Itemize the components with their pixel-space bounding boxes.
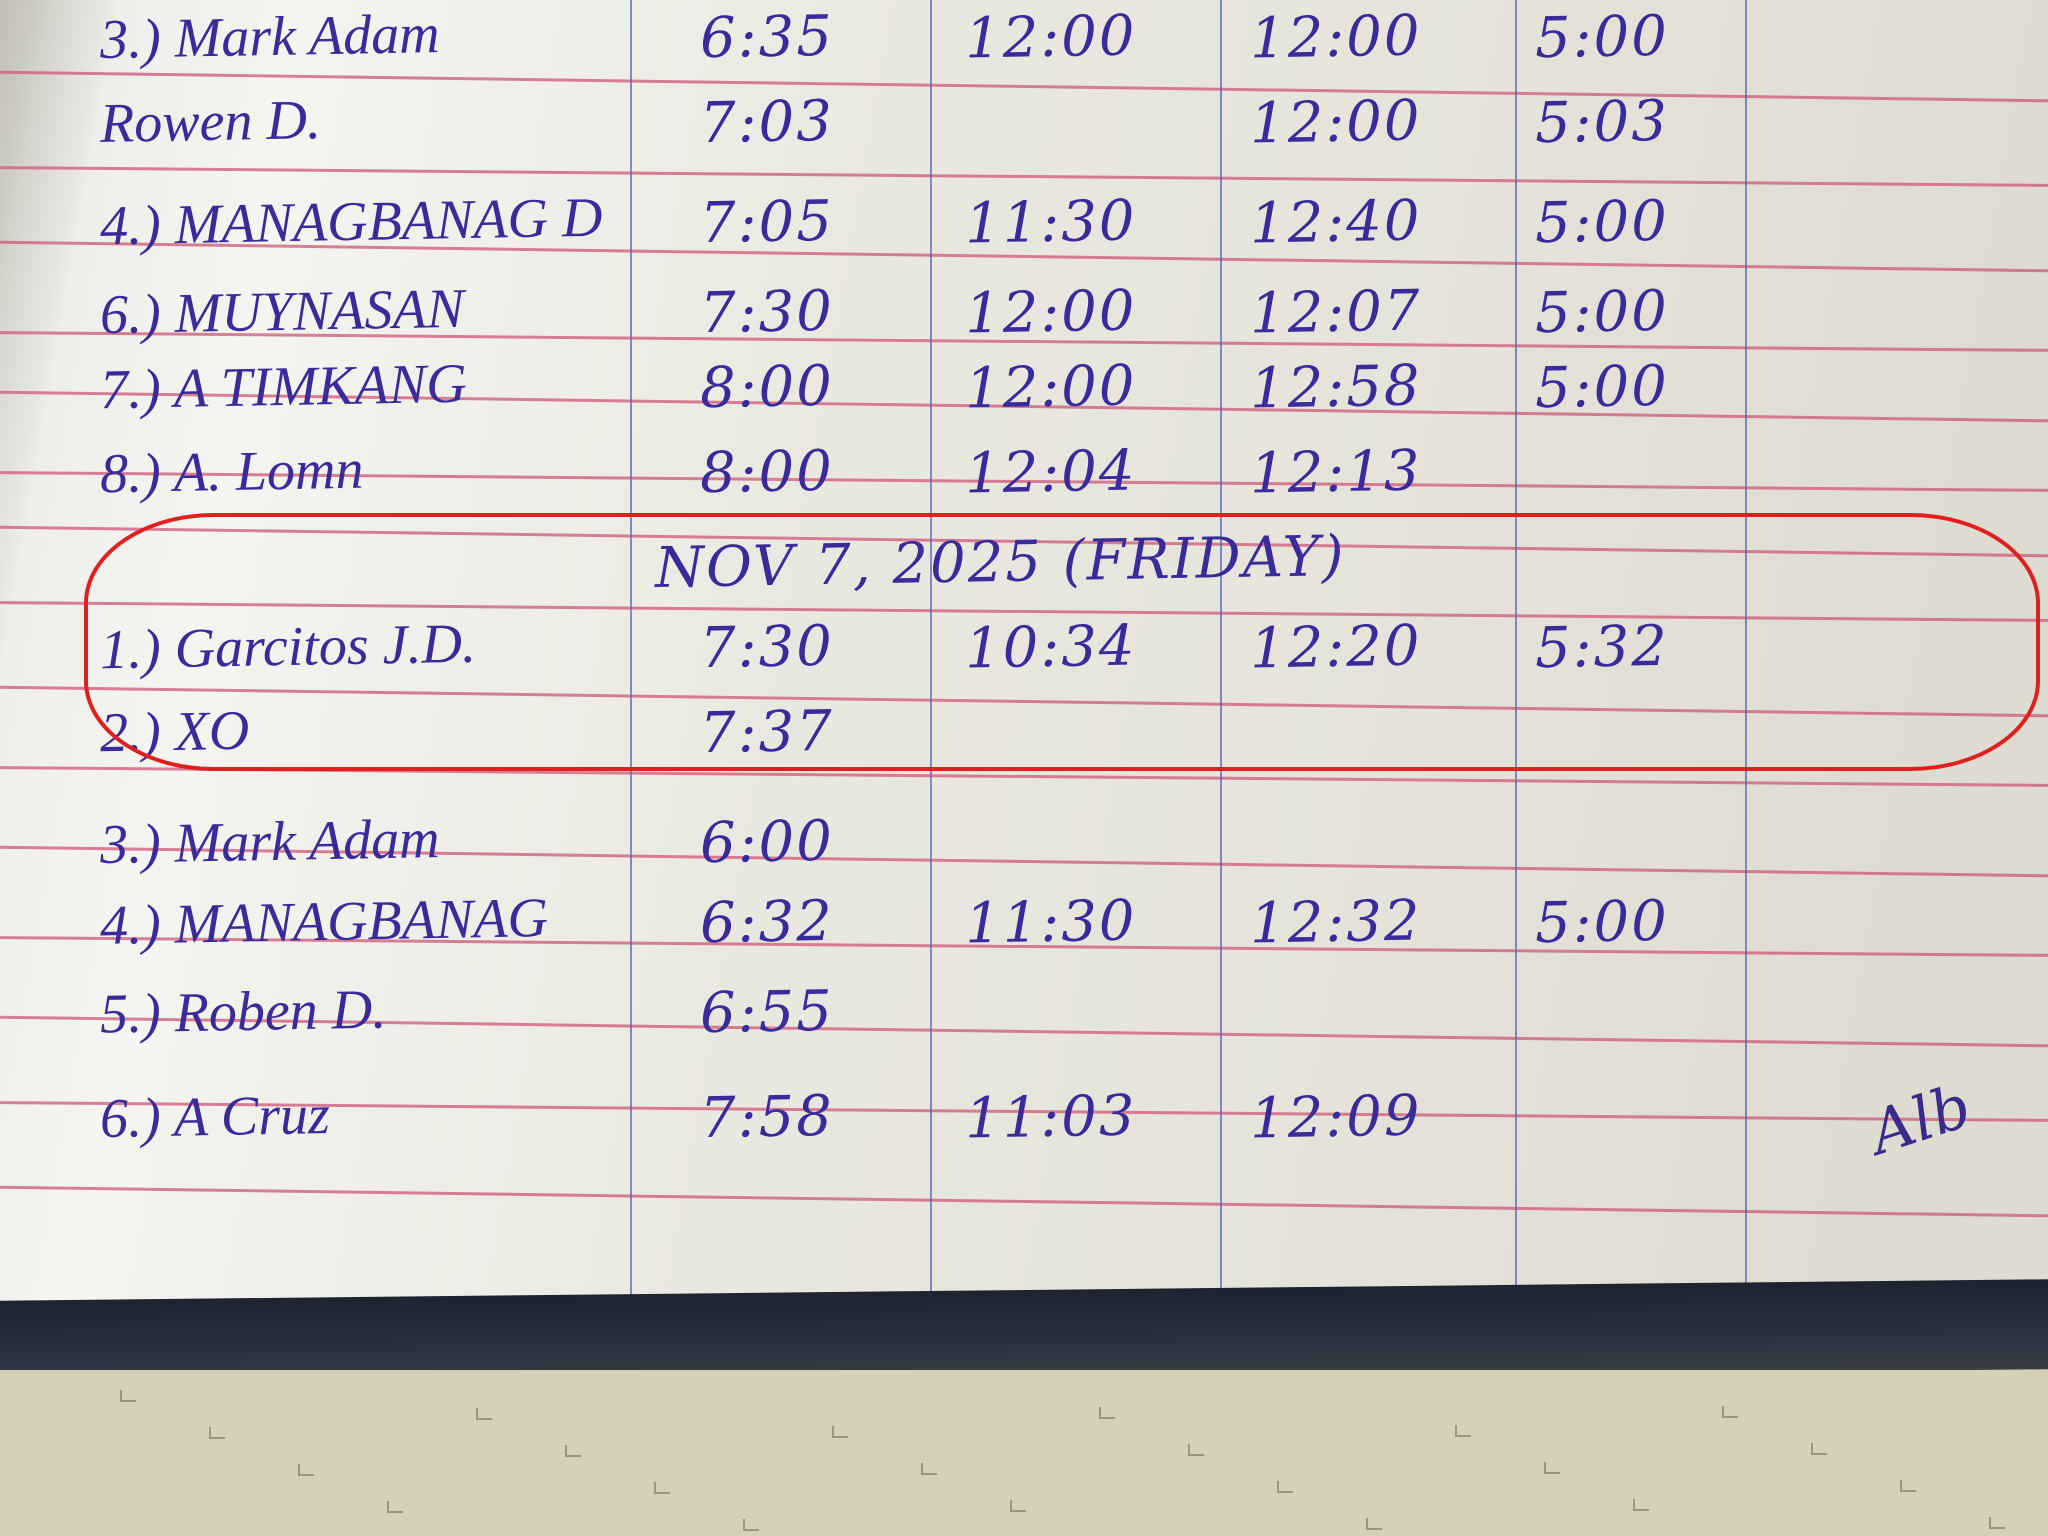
handwritten-entry: 12:00 (964, 353, 1137, 422)
surface-mark (832, 1426, 848, 1438)
table-surface (0, 1370, 2048, 1536)
handwritten-entry: 6:35 (699, 3, 835, 72)
handwritten-entry: 11:30 (964, 888, 1137, 957)
handwritten-entry: 6:00 (699, 808, 835, 877)
surface-mark (1099, 1407, 1115, 1419)
handwritten-entry: Alb (1861, 1071, 1980, 1169)
handwritten-entry: 12:13 (1249, 438, 1422, 507)
handwritten-entry: 8:00 (699, 353, 835, 422)
surface-mark (565, 1445, 581, 1457)
handwritten-entry: 6:32 (699, 888, 835, 957)
column-line (930, 0, 932, 1305)
surface-mark (1188, 1444, 1204, 1456)
surface-mark (1455, 1425, 1471, 1437)
handwritten-entry: 6.) A Cruz (99, 1083, 331, 1151)
surface-mark (120, 1390, 136, 1402)
handwritten-entry: 12:00 (1249, 3, 1422, 72)
handwritten-entry: 7:05 (699, 188, 835, 257)
handwritten-entry: 12:32 (1249, 888, 1422, 957)
surface-mark (1811, 1443, 1827, 1455)
surface-mark (1722, 1406, 1738, 1418)
surface-mark (209, 1427, 225, 1439)
surface-mark (654, 1482, 670, 1494)
handwritten-entry: 5:00 (1534, 188, 1670, 257)
surface-mark (743, 1519, 759, 1531)
surface-mark (1989, 1517, 2005, 1529)
handwritten-entry: 5:00 (1534, 888, 1670, 957)
handwritten-entry: 11:30 (964, 188, 1137, 257)
handwritten-entry: 5:00 (1534, 3, 1670, 72)
ruled-line (0, 166, 2048, 187)
surface-mark (1633, 1499, 1649, 1511)
column-line (1220, 0, 1222, 1305)
handwritten-entry: 12:09 (1249, 1083, 1422, 1152)
handwritten-entry: 4.) MANAGBANAG (99, 887, 549, 957)
handwritten-entry: 7:03 (699, 88, 835, 157)
surface-mark (921, 1463, 937, 1475)
surface-mark (1010, 1500, 1026, 1512)
surface-mark (1900, 1480, 1916, 1492)
handwritten-entry: 5:03 (1534, 88, 1670, 157)
column-line (630, 0, 632, 1305)
handwritten-entry: 8:00 (699, 438, 835, 507)
handwritten-entry: 3.) Mark Adam (99, 3, 441, 71)
column-line (1515, 0, 1517, 1305)
highlight-ellipse (84, 513, 2040, 771)
surface-mark (1366, 1518, 1382, 1530)
handwritten-entry: 7.) A TIMKANG (99, 352, 468, 422)
handwritten-entry: 11:03 (964, 1083, 1137, 1152)
logbook-page: 3.) Mark Adam 6:35 12:00 12:00 5:00 Rowen D. 7… (0, 0, 2048, 1305)
handwritten-entry: 5.) Roben D. (99, 978, 387, 1046)
handwritten-entry: 7:58 (699, 1083, 835, 1152)
handwritten-entry: 12:00 (1249, 88, 1422, 157)
handwritten-entry: 12:00 (964, 3, 1137, 72)
handwritten-entry: 6.) MUYNASAN (99, 277, 465, 347)
handwritten-entry: 5:00 (1534, 278, 1670, 347)
handwritten-entry: 7:30 (699, 278, 835, 347)
handwritten-entry: 12:40 (1249, 188, 1422, 257)
handwritten-entry: 12:07 (1249, 278, 1422, 347)
handwritten-entry: 6:55 (699, 978, 835, 1047)
column-line (1745, 0, 1747, 1305)
surface-mark (1544, 1462, 1560, 1474)
surface-mark (476, 1408, 492, 1420)
surface-mark (387, 1501, 403, 1513)
handwritten-entry: 3.) Mark Adam (99, 808, 441, 876)
handwritten-entry: Rowen D. (99, 89, 322, 155)
handwritten-entry: 12:04 (964, 438, 1137, 507)
handwritten-entry: 12:00 (964, 278, 1137, 347)
handwritten-entry: 4.) MANAGBANAG D (99, 186, 603, 258)
surface-mark (1277, 1481, 1293, 1493)
ruled-line (0, 1185, 2048, 1218)
handwritten-entry: 12:58 (1249, 353, 1422, 422)
handwritten-entry: 5:00 (1534, 353, 1670, 422)
surface-mark (298, 1464, 314, 1476)
handwritten-entry: 8.) A. Lomn (99, 438, 364, 506)
